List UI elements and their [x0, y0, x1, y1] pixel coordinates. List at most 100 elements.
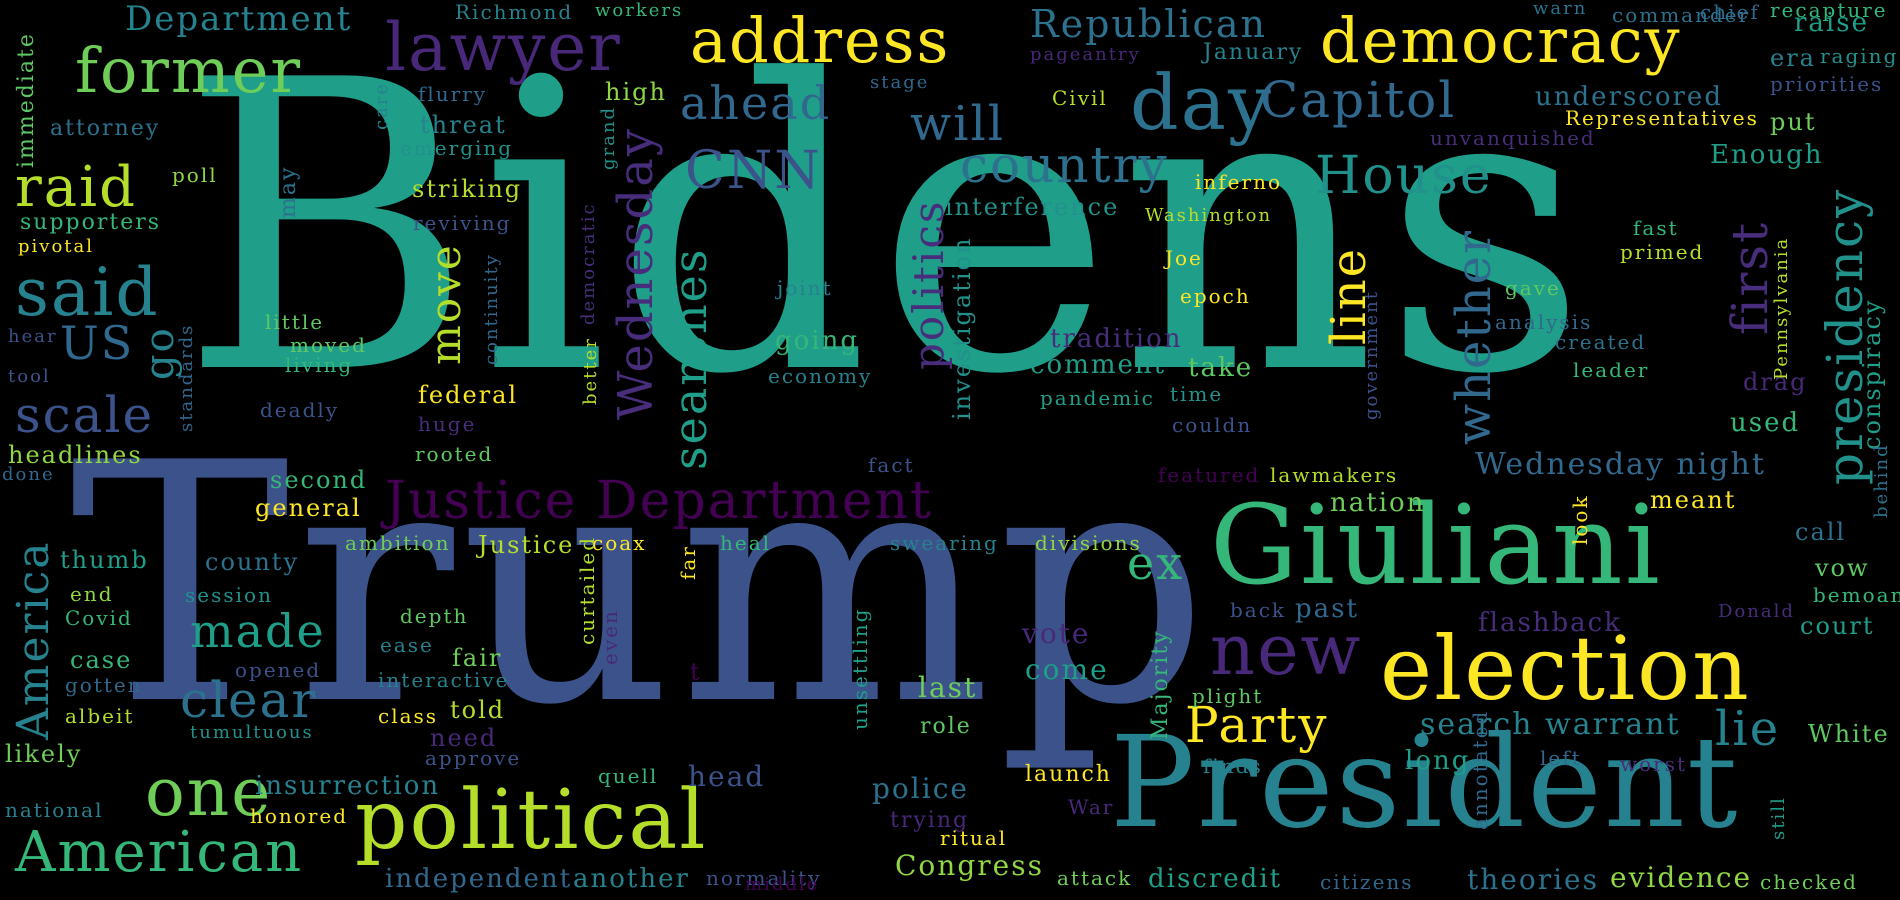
word-gotten: gotten [65, 673, 143, 697]
word-divisions: divisions [1035, 531, 1142, 555]
word-america: America [8, 540, 59, 740]
word-workers: workers [595, 0, 684, 21]
word-go: go [137, 326, 183, 380]
word-drag: drag [1743, 368, 1808, 396]
word-independent: independent [385, 864, 573, 894]
word-pivotal: pivotal [18, 236, 95, 257]
word-thumb: thumb [60, 546, 149, 574]
word-nation: nation [1330, 488, 1426, 518]
word-trying: trying [890, 808, 970, 833]
word-department: Department [125, 0, 353, 39]
word-reviving: reviving [413, 211, 512, 235]
word-standards: standards [176, 323, 197, 432]
word-white: White [1808, 720, 1890, 748]
word-searches: searches [663, 247, 717, 470]
word-republican: Republican [1030, 2, 1267, 46]
word-evidence: evidence [1610, 861, 1753, 894]
word-underscored: underscored [1535, 82, 1723, 112]
word-far: far [676, 545, 700, 580]
word-election: election [1380, 617, 1751, 720]
word-headlines: headlines [8, 441, 143, 469]
word-honored: honored [250, 804, 349, 828]
word-new: new [1210, 609, 1363, 691]
word-capitol: Capitol [1260, 71, 1457, 129]
word-supporters: supporters [20, 210, 162, 235]
word-day: day [1130, 58, 1273, 147]
word-little: little [265, 310, 325, 334]
word-federal: federal [418, 381, 519, 409]
word-priorities: priorities [1770, 72, 1884, 96]
word-better: better [580, 337, 601, 405]
word-era: era [1770, 44, 1816, 72]
word-leader: leader [1573, 358, 1650, 382]
word-inferno: inferno [1195, 170, 1282, 194]
word-country: country [960, 136, 1169, 194]
word-t: t [690, 658, 702, 686]
word-session: session [185, 583, 273, 607]
word-will: will [910, 96, 1006, 152]
word-fair: fair [452, 644, 503, 672]
word-donald: Donald [1718, 601, 1795, 622]
word-first: first [1721, 220, 1779, 335]
word-wednesday-night: Wednesday night [1475, 447, 1766, 482]
word-depth: depth [400, 604, 469, 628]
word-moved: moved [290, 333, 367, 357]
word-curtailed: curtailed [575, 535, 599, 645]
word-raid: raid [15, 155, 137, 220]
word-wednesday: Wednesday [608, 127, 664, 420]
word-congress: Congress [895, 849, 1044, 882]
word-tradition: tradition [1050, 324, 1183, 354]
word-poll: poll [172, 163, 218, 187]
word-ease: ease [380, 633, 434, 657]
word-former: former [75, 34, 303, 107]
word-checked: checked [1760, 870, 1858, 894]
word-immediate: immediate [14, 32, 39, 168]
word-tool: tool [8, 366, 51, 387]
word-raise: raise [1794, 8, 1869, 38]
word-general: general [255, 494, 362, 522]
word-long: long [1405, 746, 1471, 776]
word-primed: primed [1620, 240, 1705, 264]
word-insurrection: insurrection [255, 771, 441, 801]
word-end: end [70, 582, 114, 606]
word-ex: ex [1127, 536, 1185, 590]
word-striking: striking [412, 175, 523, 203]
word-fact: fact [868, 453, 915, 477]
word-coax: coax [592, 531, 647, 555]
word-recapture: recapture [1770, 0, 1888, 22]
word-heal: heal [720, 531, 772, 555]
word-still: still [1768, 796, 1789, 840]
word-war: War [1068, 795, 1115, 819]
word-court: court [1800, 612, 1875, 640]
word-economy: economy [768, 364, 873, 388]
word-couldn: couldn [1172, 413, 1253, 437]
word-analysis: analysis [1495, 310, 1593, 334]
word-another: another [573, 864, 690, 894]
word-bemoan: bemoan [1813, 583, 1900, 607]
word-take: take [1188, 353, 1254, 383]
word-featured: featured [1158, 463, 1261, 487]
word-cnn: CNN [685, 141, 822, 201]
word-lie: lie [1715, 701, 1781, 757]
word-justice-department: Justice Department [385, 471, 933, 531]
word-bidens: Bidens [180, 0, 1594, 462]
word-flurry: flurry [418, 82, 488, 106]
word-swearing: swearing [890, 531, 999, 555]
word-scale: scale [15, 386, 155, 444]
word-county: county [205, 548, 300, 576]
word-role: role [920, 714, 972, 739]
word-lawyer: lawyer [385, 9, 622, 86]
word-care: care [371, 81, 392, 130]
word-party: Party [1185, 696, 1329, 754]
word-national: national [5, 798, 104, 822]
word-pageantry: pageantry [1030, 44, 1141, 65]
word-january: January [1203, 40, 1304, 65]
word-fast: fast [1633, 216, 1679, 240]
word-plight: plight [1192, 684, 1264, 708]
word-head: head [688, 760, 766, 793]
word-epoch: epoch [1180, 284, 1251, 308]
word-going: going [775, 326, 860, 356]
word-approve: approve [425, 746, 522, 770]
word-politics: politics [904, 199, 953, 370]
word-may: may [276, 165, 301, 218]
